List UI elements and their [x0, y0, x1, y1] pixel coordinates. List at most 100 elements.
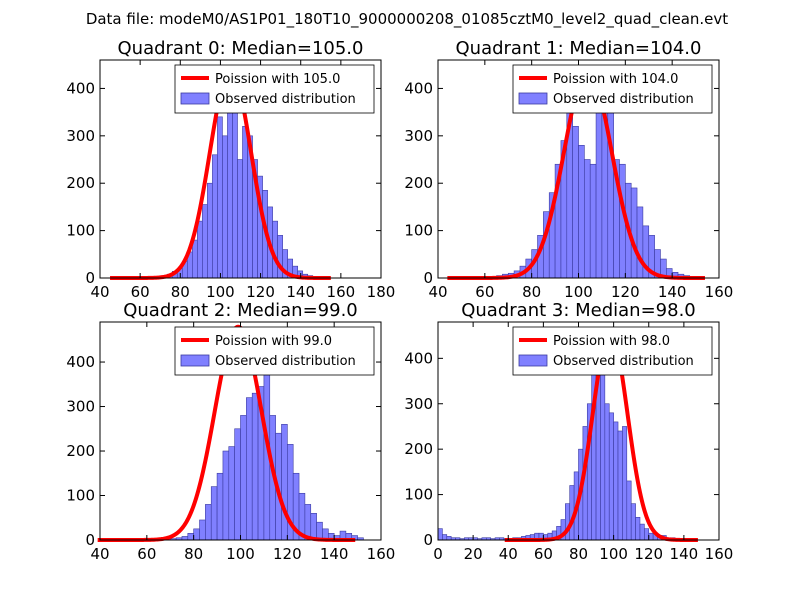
y-tick-label: 300: [404, 395, 433, 413]
histogram-bar: [193, 528, 200, 541]
figure-suptitle: Data file: modeM0/AS1P01_180T10_90000002…: [86, 10, 728, 29]
panel-quadrant-1: 40 60 80 100 120 140 160 0 100 200 300 400 Quadrant …: [404, 38, 733, 301]
histogram-bar: [446, 536, 452, 541]
x-tick-label: 80: [569, 545, 588, 563]
histogram-bar: [626, 480, 632, 541]
x-tick-label: 40: [90, 283, 109, 301]
panel-title: Quadrant 0: Median=105.0: [118, 38, 364, 59]
x-tick-label: 140: [320, 545, 349, 563]
panel-quadrant-3: 0 20 40 60 80 100 120 140 160 0 100 200 300 400 Quadra…: [404, 300, 733, 563]
legend-bar-label: Observed distribution: [215, 92, 356, 107]
histogram-bar: [617, 430, 623, 541]
histogram-bar: [636, 206, 644, 279]
histogram-bar: [205, 504, 212, 541]
histogram-bar: [578, 145, 585, 279]
histogram-bar: [648, 532, 654, 541]
x-tick-label: 160: [367, 545, 396, 563]
panel-quadrant-0: 40 60 80 100 120 140 160 180 0 100 200 300 400 Quadra…: [66, 38, 395, 301]
legend-box: [174, 64, 375, 114]
panel-title: Quadrant 1: Median=104.0: [456, 38, 702, 59]
x-tick-label: 80: [171, 283, 190, 301]
y-tick-label: 200: [404, 440, 433, 458]
histogram-bar: [222, 135, 228, 279]
histogram-bar: [197, 220, 203, 279]
x-tick-label: 120: [611, 283, 640, 301]
histogram-bar: [595, 97, 603, 279]
x-tick-label: 120: [273, 545, 302, 563]
histogram-bar: [181, 536, 189, 541]
histogram-bar: [202, 204, 208, 279]
x-tick-label: 60: [137, 545, 156, 563]
legend-bar-label: Observed distribution: [553, 354, 694, 369]
y-tick-label: 0: [85, 269, 95, 287]
histogram-bar: [234, 428, 241, 541]
x-tick-label: 100: [564, 283, 593, 301]
legend-bar-swatch: [518, 92, 548, 105]
y-tick-label: 100: [404, 486, 433, 504]
y-tick-label: 100: [66, 222, 95, 240]
histogram-bar: [304, 504, 312, 541]
x-tick-label: 80: [522, 283, 541, 301]
y-tick-label: 400: [66, 79, 95, 97]
histogram-bar: [622, 426, 628, 541]
histogram-bar: [316, 521, 323, 541]
histogram-bar: [310, 513, 317, 541]
y-tick-label: 300: [66, 127, 95, 145]
y-tick-label: 0: [423, 269, 433, 287]
y-tick-label: 0: [85, 531, 95, 549]
histogram-bar: [607, 88, 614, 279]
x-tick-label: 60: [534, 545, 553, 563]
y-tick-label: 0: [423, 531, 433, 549]
x-tick-label: 0: [433, 545, 443, 563]
x-tick-label: 40: [428, 283, 447, 301]
histogram-bar: [600, 358, 606, 541]
x-tick-label: 60: [475, 283, 494, 301]
histogram-bar: [210, 486, 218, 541]
histogram-bar: [644, 528, 650, 541]
y-tick-label: 100: [404, 222, 433, 240]
legend-bar-label: Observed distribution: [553, 92, 694, 107]
legend-box: [174, 326, 375, 376]
panel-title: Quadrant 3: Median=98.0: [461, 300, 696, 321]
histogram-bar: [604, 403, 610, 541]
histogram-bar: [630, 503, 636, 541]
histogram-bar: [187, 533, 194, 541]
y-tick-label: 200: [404, 174, 433, 192]
legend-bar-label: Observed distribution: [215, 354, 356, 369]
histogram-bar: [212, 154, 218, 279]
histogram-bar: [437, 528, 443, 541]
x-tick-label: 100: [599, 545, 628, 563]
legend-bar-swatch: [180, 354, 210, 367]
legend-bar-swatch: [180, 92, 210, 105]
panel-quadrant-2: 40 60 80 100 120 140 160 0 100 200 300 400 Quadrant …: [66, 300, 395, 563]
x-tick-label: 140: [670, 545, 699, 563]
x-tick-label: 120: [634, 545, 663, 563]
y-tick-label: 200: [66, 174, 95, 192]
y-tick-label: 100: [66, 487, 95, 505]
x-tick-label: 100: [226, 545, 255, 563]
x-tick-label: 160: [327, 283, 356, 301]
legend-curve-label: Poission with 98.0: [553, 334, 670, 349]
y-tick-label: 300: [404, 127, 433, 145]
legend-box: [512, 64, 713, 114]
histogram-bar: [639, 523, 645, 541]
x-tick-label: 120: [246, 283, 275, 301]
y-tick-label: 200: [66, 442, 95, 460]
legend-curve-label: Poission with 99.0: [215, 334, 332, 349]
x-tick-label: 140: [286, 283, 315, 301]
y-tick-label: 400: [404, 79, 433, 97]
x-tick-label: 80: [184, 545, 203, 563]
legend-bar-swatch: [518, 354, 548, 367]
histogram-bar: [630, 187, 638, 279]
x-tick-label: 40: [499, 545, 518, 563]
histogram-bar: [589, 163, 597, 279]
panel-title: Quadrant 2: Median=99.0: [123, 300, 358, 321]
histogram-bar: [199, 519, 206, 541]
axes-frame: [99, 59, 382, 279]
histogram-bar: [251, 392, 259, 541]
x-tick-label: 20: [464, 545, 483, 563]
histogram-bar: [635, 516, 641, 541]
x-tick-label: 40: [90, 545, 109, 563]
legend-curve-label: Poission with 105.0: [215, 72, 340, 87]
